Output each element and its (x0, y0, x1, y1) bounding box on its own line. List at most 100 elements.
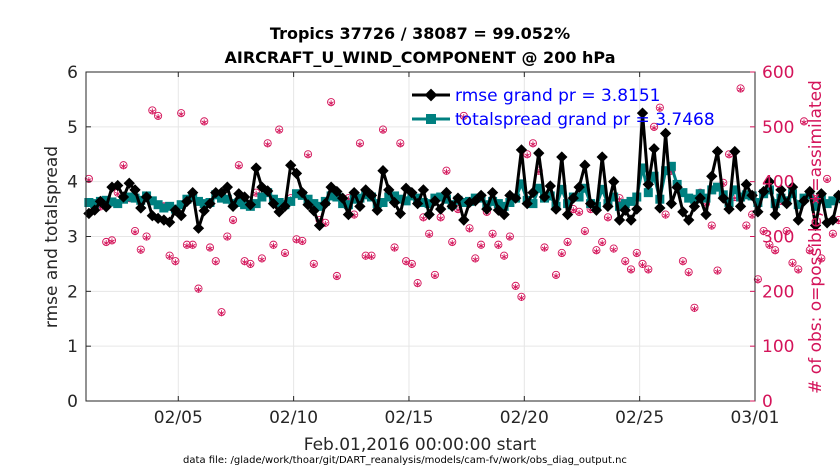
spread-point (274, 198, 284, 208)
y-tick-label-right: 400 (762, 173, 794, 193)
rmse-point (544, 180, 556, 192)
rmse-point (608, 176, 620, 188)
obs-assimilated-point (137, 247, 144, 254)
obs-assimilated-point (426, 231, 432, 238)
spread-point (707, 185, 717, 195)
obs-assimilated-point (466, 226, 473, 233)
spread-point (130, 193, 140, 203)
rmse-point (342, 208, 355, 221)
spread-point (701, 193, 711, 203)
spread-point (493, 199, 503, 209)
rmse-point (129, 184, 141, 196)
y-tick-label-left: 4 (67, 173, 78, 193)
obs-assimilated-point (270, 242, 277, 249)
obs-assimilated-point (801, 119, 807, 126)
obs-assimilated-point (743, 223, 750, 230)
spread-point (193, 196, 203, 206)
obs-assimilated-point (691, 305, 698, 312)
rmse-point (740, 178, 752, 191)
rmse-point (769, 208, 781, 221)
spread-point (378, 198, 388, 208)
spread-point (741, 190, 751, 200)
obs-assimilated-point (207, 245, 213, 252)
obs-assimilated-point (178, 111, 184, 118)
obs-assimilated-point (241, 259, 248, 266)
rmse-point (556, 151, 568, 163)
rmse-point (700, 208, 712, 221)
obs-assimilated-point (564, 240, 571, 247)
spread-point (101, 195, 111, 205)
obs-assimilated-point (530, 141, 536, 148)
obs-assimilated-point (310, 262, 317, 269)
spread-point (84, 198, 94, 208)
obs-assimilated-point (120, 163, 127, 170)
obs-assimilated-point (558, 251, 565, 258)
rmse-point (238, 191, 251, 203)
rmse-point (613, 214, 626, 226)
obs-assimilated-point (605, 215, 611, 222)
rmse-point (677, 206, 689, 218)
spread-point (107, 197, 117, 207)
obs-assimilated-point (495, 242, 502, 249)
spread-point (626, 196, 636, 206)
chart-title-line1: Tropics 37726 / 38087 = 99.052% (270, 24, 570, 43)
rmse-point (204, 197, 216, 210)
obs-assimilated-point (380, 127, 386, 134)
obs-assimilated-point (201, 119, 208, 126)
spread-point (286, 196, 296, 206)
obs-assimilated-point (633, 251, 640, 258)
obs-assimilated-point (293, 237, 300, 244)
spread-point (309, 199, 319, 209)
rmse-point (89, 204, 101, 216)
rmse-point (729, 145, 741, 158)
y-tick-label-left: 1 (67, 337, 78, 357)
obs-assimilated-point (512, 283, 519, 290)
y-tick-label-right: 600 (762, 63, 794, 83)
legend-spread-marker (426, 114, 436, 124)
spread-point (395, 194, 405, 204)
obs-assimilated-point (195, 286, 202, 293)
spread-point (222, 194, 232, 204)
rmse-point (406, 187, 418, 199)
spread-point (113, 199, 123, 209)
rmse-point (244, 199, 257, 211)
obs-assimilated-point (132, 229, 138, 236)
obs-assimilated-point (282, 251, 288, 258)
obs-assimilated-point (357, 141, 363, 148)
obs-assimilated-point (472, 256, 479, 263)
spread-point (505, 198, 515, 208)
rmse-point (336, 192, 349, 204)
spread-point (638, 163, 648, 173)
obs-assimilated-point (397, 141, 404, 148)
x-axis-label: Feb.01,2016 00:00:00 start (304, 435, 537, 455)
obs-assimilated-point (593, 248, 600, 255)
spread-point (609, 192, 619, 202)
rmse-point (579, 159, 591, 171)
rmse-point (711, 145, 724, 158)
rmse-point (221, 181, 233, 193)
obs-assimilated-point (489, 231, 496, 238)
rmse-series (83, 107, 840, 234)
spread-point (770, 199, 780, 209)
obs-assimilated-point (766, 242, 773, 249)
obs-assimilated-point (824, 177, 830, 184)
obs-assimilated-point (760, 229, 767, 236)
spread-point (684, 193, 694, 203)
obs-assimilated-point (236, 163, 242, 170)
obs-assimilated-point (155, 113, 161, 120)
spread-point (534, 183, 544, 193)
spread-point (441, 194, 451, 204)
rmse-point (648, 143, 660, 155)
spread-point (147, 196, 157, 206)
spread-point (124, 192, 134, 202)
rmse-point (792, 214, 804, 226)
obs-assimilated-point (449, 240, 456, 247)
obs-assimilated-point (795, 267, 802, 274)
obs-assimilated-point (247, 262, 254, 269)
chart-title-line2: AIRCRAFT_U_WIND_COMPONENT @ 200 hPa (224, 48, 615, 67)
rmse-point (140, 191, 153, 203)
obs-assimilated-point (414, 281, 421, 288)
spread-point (257, 192, 267, 202)
rmse-point (533, 147, 545, 159)
rmse-point (659, 127, 672, 140)
